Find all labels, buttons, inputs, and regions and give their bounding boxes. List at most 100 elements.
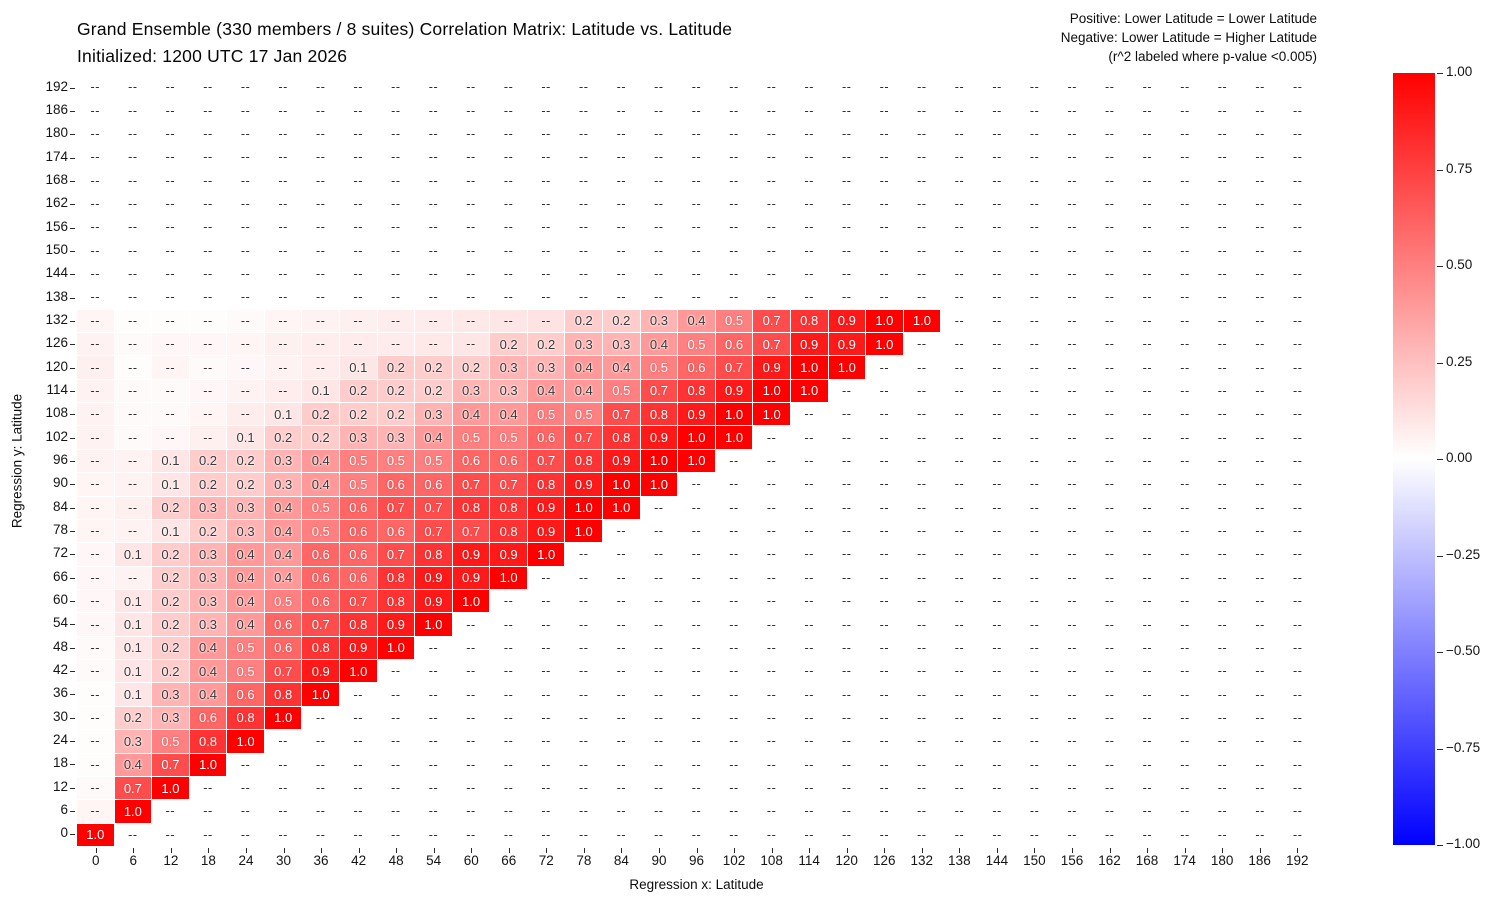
heatmap-cell: -- [1129, 216, 1166, 239]
heatmap-cell: -- [640, 753, 678, 776]
heatmap-cell: 0.9 [828, 332, 866, 356]
heatmap-cell: 0.2 [377, 356, 415, 379]
heatmap-cell: 0.3 [189, 613, 227, 636]
heatmap-cell: -- [1016, 800, 1053, 823]
x-tick-label: 186 [1248, 853, 1271, 868]
heatmap-cell: 0.1 [114, 613, 152, 636]
heatmap-cell: -- [1129, 776, 1166, 800]
heatmap-cell: -- [828, 496, 866, 519]
heatmap-cell: -- [77, 99, 114, 122]
heatmap-cell: -- [340, 800, 377, 823]
heatmap-cell: -- [1053, 519, 1091, 543]
heatmap-cell: -- [1204, 122, 1241, 146]
heatmap-cell: 0.5 [340, 473, 377, 496]
heatmap-cell: -- [753, 683, 790, 706]
heatmap-cell: -- [1166, 426, 1204, 449]
x-tick-label: 156 [1060, 853, 1084, 868]
heatmap-cell: -- [1166, 403, 1204, 426]
heatmap-cell: -- [1204, 309, 1241, 332]
heatmap-cell: -- [790, 239, 828, 262]
heatmap-cell: -- [452, 753, 490, 776]
heatmap-cell: -- [603, 76, 640, 99]
heatmap-cell: -- [189, 800, 227, 823]
chart-title-block: Grand Ensemble (330 members / 8 suites) … [77, 16, 732, 70]
heatmap-cell: -- [377, 823, 415, 846]
heatmap-cell: -- [452, 706, 490, 730]
heatmap-cell: 1.0 [866, 309, 903, 332]
x-tick-label: 144 [985, 853, 1009, 868]
heatmap-cell: -- [715, 99, 753, 122]
heatmap-cell: -- [340, 122, 377, 146]
heatmap-cell: -- [415, 753, 452, 776]
heatmap-cell: -- [866, 169, 903, 192]
heatmap-cell: -- [114, 332, 152, 356]
heatmap-cell: -- [264, 262, 302, 286]
heatmap-cell: 0.6 [227, 683, 264, 706]
heatmap-cell: -- [678, 566, 715, 589]
heatmap-cell: 0.6 [189, 706, 227, 730]
heatmap-cell: 1.0 [302, 683, 340, 706]
heatmap-cell: -- [264, 122, 302, 146]
heatmap-cell: -- [903, 589, 941, 613]
heatmap-cell: 1.0 [715, 403, 753, 426]
heatmap-cell: -- [1279, 192, 1316, 216]
heatmap-cell: -- [640, 636, 678, 660]
heatmap-cell: -- [978, 683, 1016, 706]
heatmap-cell: 0.3 [340, 426, 377, 449]
heatmap-cell: -- [603, 730, 640, 753]
heatmap-cell: -- [1091, 730, 1129, 753]
heatmap-cell: -- [640, 706, 678, 730]
heatmap-cell: -- [753, 146, 790, 169]
heatmap-cell: 0.8 [302, 636, 340, 660]
x-tick-mark [921, 848, 923, 853]
heatmap-cell: 0.5 [603, 379, 640, 403]
heatmap-cell: -- [152, 286, 189, 309]
x-tick-mark [1071, 848, 1073, 853]
heatmap-cell: -- [603, 99, 640, 122]
heatmap-cell: -- [903, 519, 941, 543]
heatmap-cell: -- [1279, 309, 1316, 332]
heatmap-cell: -- [565, 660, 603, 683]
heatmap-cell: -- [377, 706, 415, 730]
heatmap-cell: -- [77, 262, 114, 286]
heatmap-cell: -- [1129, 403, 1166, 426]
x-tick-mark [95, 848, 97, 853]
heatmap-cell: 0.2 [189, 519, 227, 543]
heatmap-cell: -- [490, 589, 527, 613]
heatmap-cell: -- [77, 309, 114, 332]
heatmap-cell: 1.0 [415, 613, 452, 636]
heatmap-cell: -- [1016, 519, 1053, 543]
heatmap-cell: 0.2 [189, 473, 227, 496]
heatmap-cell: -- [1279, 262, 1316, 286]
y-tick-label: 60 [52, 592, 68, 607]
y-tick-mark [70, 741, 75, 742]
heatmap-cell: -- [603, 753, 640, 776]
heatmap-cell: -- [1016, 216, 1053, 239]
heatmap-cell: -- [903, 753, 941, 776]
heatmap-cell: -- [1016, 589, 1053, 613]
x-tick-mark [396, 848, 398, 853]
heatmap-cell: -- [603, 286, 640, 309]
y-tick-label: 18 [52, 755, 68, 771]
heatmap-cell: -- [1016, 426, 1053, 449]
heatmap-cell: -- [302, 309, 340, 332]
heatmap-cell: 1.0 [490, 566, 527, 589]
heatmap-cell: -- [790, 683, 828, 706]
heatmap-cell: -- [1204, 239, 1241, 262]
heatmap-cell: -- [1053, 730, 1091, 753]
heatmap-cell: -- [227, 800, 264, 823]
heatmap-cell: 0.1 [264, 403, 302, 426]
heatmap-cell: -- [715, 636, 753, 660]
heatmap-cell: 1.0 [866, 332, 903, 356]
heatmap-cell: -- [866, 519, 903, 543]
x-tick-mark [658, 848, 660, 853]
y-tick-label: 138 [45, 288, 68, 304]
heatmap-cell: -- [1241, 356, 1279, 379]
heatmap-cell: -- [715, 706, 753, 730]
heatmap-cell: -- [1016, 332, 1053, 356]
colorbar-tick-mark [1437, 169, 1443, 171]
heatmap-cell: -- [377, 753, 415, 776]
colorbar-tick-mark [1437, 266, 1443, 267]
heatmap-cell: -- [377, 332, 415, 356]
heatmap-cell: 1.0 [678, 449, 715, 473]
